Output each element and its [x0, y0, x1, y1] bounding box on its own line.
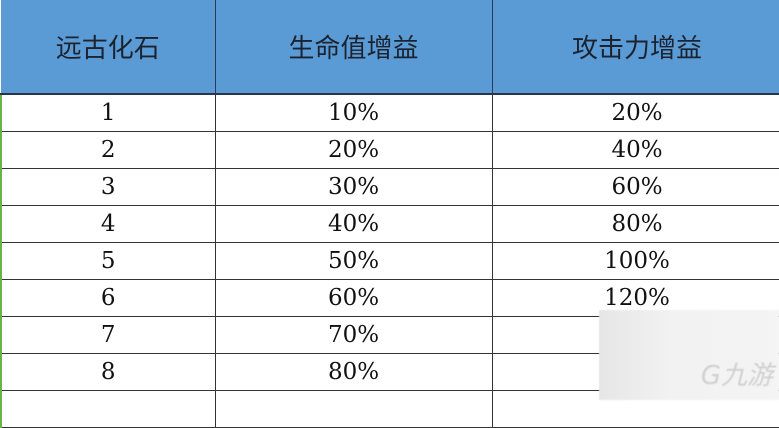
table-row: 4 40% 80%: [0, 205, 779, 243]
header-hp-bonus: 生命值增益: [215, 0, 493, 95]
cell-fossil: 2: [0, 131, 216, 169]
header-fossil: 远古化石: [1, 0, 216, 95]
cell-attack-bonus: 80%: [492, 205, 779, 243]
cell-fossil: 5: [0, 242, 216, 280]
cell-attack-bonus: 40%: [492, 131, 779, 169]
cell-fossil: 3: [0, 168, 216, 206]
cell-fossil: 8: [0, 353, 216, 391]
cell-attack-bonus: 100%: [492, 242, 779, 280]
cell-fossil: 7: [0, 316, 216, 354]
cell-hp-bonus: 30%: [215, 168, 493, 206]
table-row: 2 20% 40%: [0, 131, 779, 169]
cell-fossil: [0, 390, 216, 428]
cell-fossil: 4: [0, 205, 216, 243]
watermark-logo: G九游: [700, 361, 773, 391]
cell-hp-bonus: 60%: [215, 279, 493, 317]
watermark: G九游: [599, 310, 779, 400]
cell-hp-bonus: [215, 390, 493, 428]
cell-hp-bonus: 40%: [215, 205, 493, 243]
cell-hp-bonus: 10%: [215, 93, 493, 132]
cell-attack-bonus: 20%: [492, 93, 779, 132]
header-attack-bonus: 攻击力增益: [492, 0, 779, 95]
cell-fossil: 6: [0, 279, 216, 317]
cell-hp-bonus: 80%: [215, 353, 493, 391]
header-row: 远古化石 生命值增益 攻击力增益: [1, 0, 779, 95]
table-row: 8 80%: [0, 353, 779, 391]
cell-hp-bonus: 70%: [215, 316, 493, 354]
table-row: 1 10% 20%: [0, 93, 779, 132]
cell-hp-bonus: 50%: [215, 242, 493, 280]
cell-fossil: 1: [0, 93, 216, 132]
table-row: 3 30% 60%: [0, 168, 779, 206]
table-row: 5 50% 100%: [0, 242, 779, 280]
cell-attack-bonus: 60%: [492, 168, 779, 206]
cell-hp-bonus: 20%: [215, 131, 493, 169]
